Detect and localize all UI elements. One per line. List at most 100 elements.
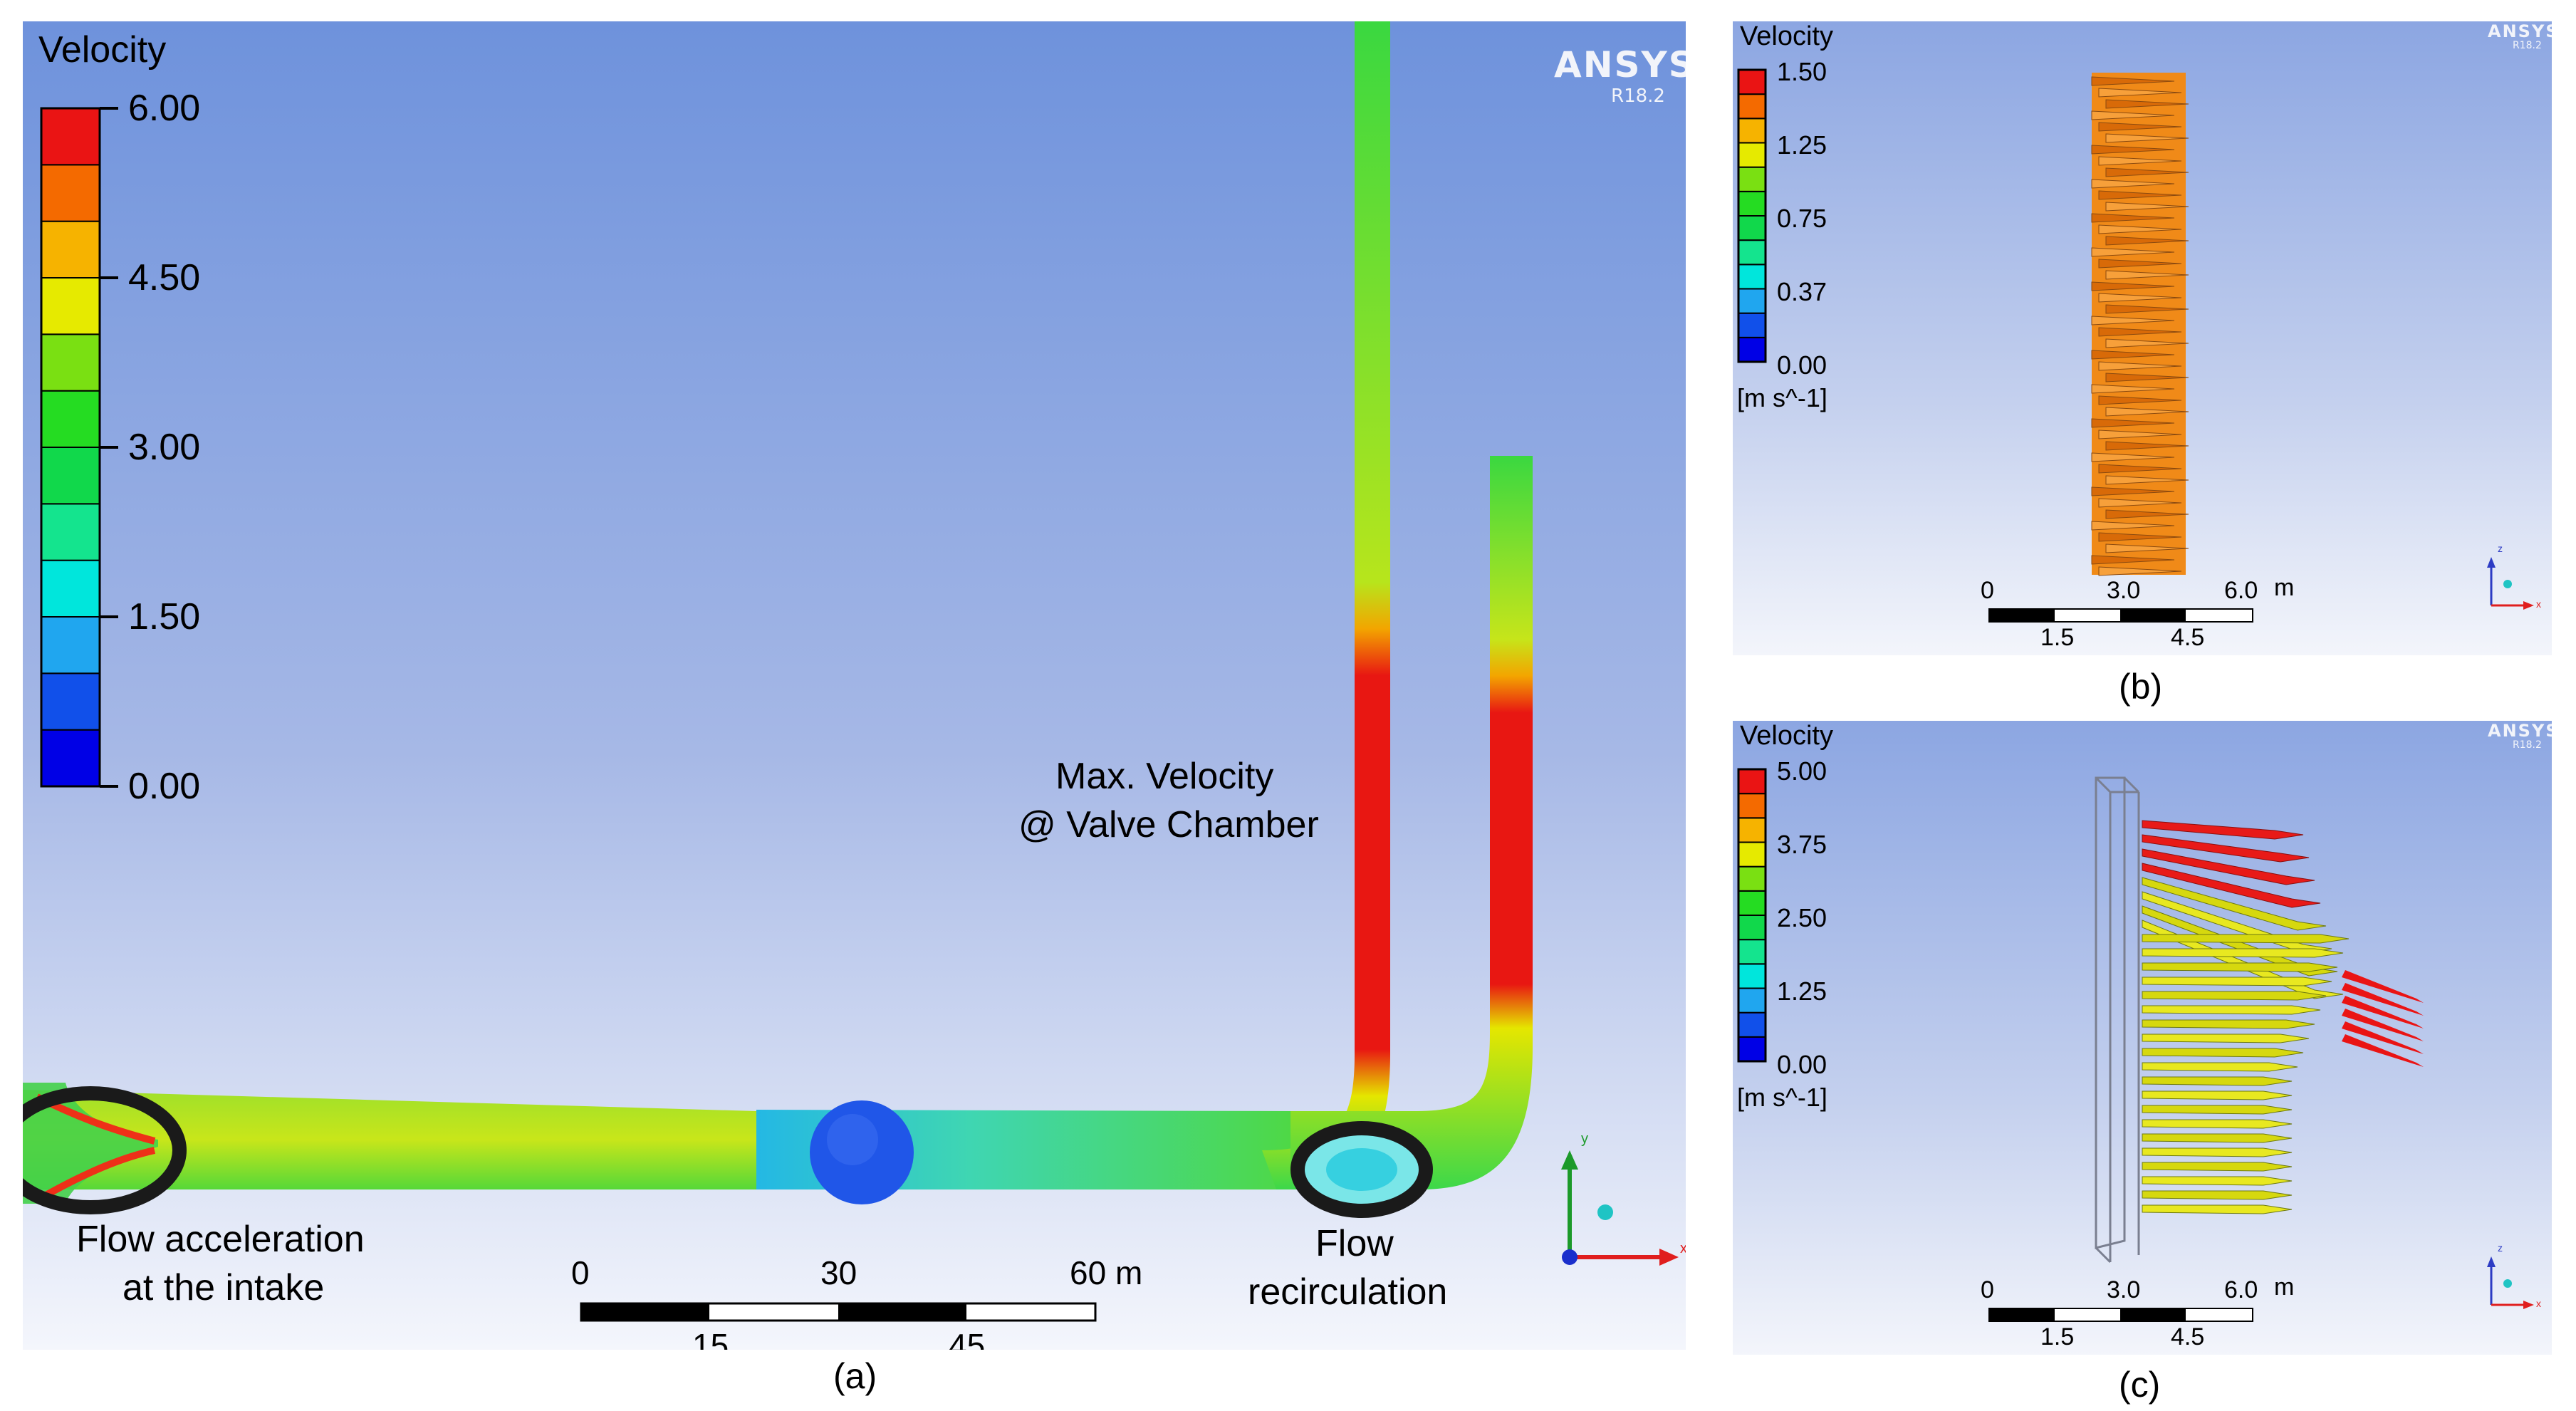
colorbar-segment <box>1738 312 1766 338</box>
velocity-arrow <box>2142 1019 2315 1029</box>
ansys-version: R18.2 <box>1611 85 1665 107</box>
velocity-arrow <box>2142 962 2338 972</box>
velocity-arrow <box>2105 270 2189 280</box>
scale-label-30: 30 <box>820 1254 857 1291</box>
colorbar-segment <box>1738 1011 1766 1038</box>
scale-label-15: 15 <box>692 1327 729 1350</box>
colorbar-segment <box>41 390 100 449</box>
axis-c-z: z <box>2498 1242 2503 1254</box>
velocity-arrow <box>2098 566 2182 576</box>
velocity-arrow <box>2105 441 2189 451</box>
panel-c-viewport <box>1733 721 2552 1355</box>
scale-c-4-5: 4.5 <box>2171 1323 2205 1350</box>
axis-c-x: x <box>2536 1298 2541 1309</box>
scale-c-unit: m <box>2274 1274 2295 1301</box>
velocity-arrow <box>2105 407 2189 417</box>
colorbar-segment <box>1738 215 1766 241</box>
scale-c-3: 3.0 <box>2107 1276 2141 1303</box>
legend-title-c: Velocity <box>1740 721 1833 751</box>
velocity-arrow <box>2142 1190 2293 1200</box>
velocity-arrow <box>2091 486 2175 496</box>
colorbar-segment <box>1738 93 1766 120</box>
velocity-arrow <box>2142 991 2327 1001</box>
colorbar-segment <box>41 277 100 335</box>
legend-unit-c: [m s^-1] <box>1737 1083 1827 1112</box>
scale-b-1-5: 1.5 <box>2040 624 2075 651</box>
colorbar-segment <box>41 447 100 505</box>
velocity-arrow <box>2142 977 2332 986</box>
legend-b-tick-2: 1.25 <box>1777 130 1827 160</box>
colorbar-segment <box>41 616 100 675</box>
velocity-arrow <box>2342 970 2424 1003</box>
scale-c-0: 0 <box>1981 1276 1994 1303</box>
scale-b-0: 0 <box>1981 577 1994 604</box>
velocity-arrow <box>2342 1021 2424 1054</box>
scale-b-3: 3.0 <box>2107 577 2141 604</box>
velocity-arrow <box>2142 1133 2293 1143</box>
caption-a: (a) <box>833 1356 877 1396</box>
velocity-arrow <box>2098 259 2182 269</box>
velocity-arrow <box>2091 110 2175 120</box>
velocity-arrow <box>2098 532 2182 542</box>
legend-c-tick-5: 0.00 <box>1777 1050 1827 1079</box>
legend-c-tick-1: 5.00 <box>1777 756 1827 786</box>
colorbar-segment <box>1738 865 1766 892</box>
axis-triad-b <box>2487 557 2534 610</box>
colorbar-segment <box>1738 166 1766 192</box>
velocity-colorbar-b <box>1737 68 1767 363</box>
velocity-arrow <box>2091 521 2175 531</box>
legend-unit-b: [m s^-1] <box>1737 383 1827 412</box>
velocity-arrow <box>2142 1090 2293 1100</box>
velocity-arrow <box>2142 1119 2293 1129</box>
velocity-arrow <box>2142 1048 2304 1058</box>
colorbar-segment <box>41 164 100 222</box>
velocity-arrow <box>2098 395 2182 405</box>
axis-triad-c <box>2487 1256 2534 1309</box>
annotation-max-velocity-line1: Max. Velocity <box>1055 756 1274 797</box>
velocity-arrow <box>2142 1005 2321 1015</box>
scale-bar <box>580 1302 1097 1322</box>
riser-pipe-2 <box>1290 456 1533 1189</box>
velocity-arrow <box>2091 316 2175 326</box>
velocity-colorbar-c <box>1737 768 1767 1063</box>
velocity-arrow <box>2105 99 2189 109</box>
colorbar-segment <box>1738 769 1766 795</box>
colorbar-segment <box>41 559 100 618</box>
colorbar-segment <box>1738 142 1766 168</box>
colorbar-segment <box>41 333 100 392</box>
scale-bar-b <box>1988 608 2253 623</box>
velocity-arrow <box>2098 293 2182 303</box>
velocity-arrow <box>2142 820 2304 840</box>
colorbar-segment <box>1738 239 1766 266</box>
riser-pipe-1 <box>1262 21 1390 1189</box>
scale-b-unit: m <box>2274 574 2295 601</box>
caption-c: (c) <box>2119 1365 2161 1405</box>
colorbar-segment <box>41 503 100 561</box>
scale-b-4-5: 4.5 <box>2171 624 2205 651</box>
legend-tick-3: 3.00 <box>128 427 201 468</box>
main-pipe-upstream <box>23 1090 756 1189</box>
velocity-arrow <box>2142 934 2350 944</box>
legend-tick-1-5: 1.50 <box>128 596 201 637</box>
velocity-arrow <box>2142 1033 2310 1043</box>
velocity-arrow <box>2098 429 2182 439</box>
velocity-arrow <box>2105 475 2189 485</box>
velocity-arrow <box>2105 304 2189 314</box>
velocity-arrow <box>2091 384 2175 394</box>
annotation-intake-line1: Flow acceleration <box>76 1219 365 1260</box>
panel-a: Velocity 6.00 4.50 3.00 1.50 0.00 ANSYS … <box>23 21 1686 1350</box>
velocity-arrow <box>2091 350 2175 360</box>
colorbar-segment <box>1738 817 1766 843</box>
velocity-arrow <box>2098 122 2182 132</box>
velocity-arrow <box>2098 88 2182 98</box>
colorbar-segment <box>1738 190 1766 217</box>
velocity-arrow <box>2105 509 2189 519</box>
velocity-arrow <box>2098 464 2182 474</box>
velocity-arrow <box>2098 498 2182 508</box>
velocity-arrow <box>2091 145 2175 155</box>
scale-label-45: 45 <box>949 1327 986 1350</box>
panel-c: Velocity 5.00 3.75 2.50 1.25 0.00 [m s^-… <box>1733 721 2552 1355</box>
scale-label-60: 60 m <box>1070 1254 1143 1291</box>
axis-triad <box>1561 1150 1679 1266</box>
colorbar-segment <box>1738 915 1766 941</box>
